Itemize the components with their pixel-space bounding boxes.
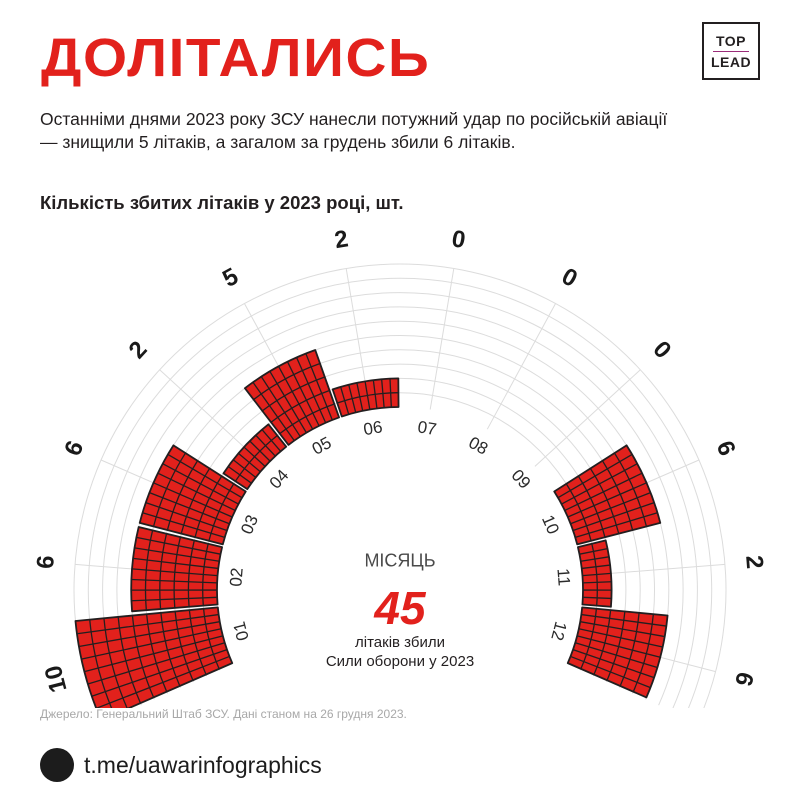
- svg-text:06: 06: [362, 417, 384, 439]
- svg-text:МІСЯЦЬ: МІСЯЦЬ: [364, 550, 435, 570]
- svg-text:6: 6: [711, 437, 741, 460]
- svg-text:5: 5: [218, 263, 243, 293]
- svg-text:6: 6: [59, 437, 89, 460]
- svg-text:10: 10: [538, 512, 563, 537]
- svg-text:2: 2: [740, 554, 768, 569]
- svg-text:09: 09: [508, 466, 535, 493]
- svg-text:08: 08: [465, 433, 491, 459]
- svg-text:05: 05: [309, 433, 335, 459]
- svg-text:07: 07: [416, 417, 438, 439]
- svg-text:0: 0: [450, 228, 468, 254]
- svg-text:04: 04: [266, 466, 293, 493]
- svg-text:2: 2: [333, 228, 351, 254]
- svg-text:6: 6: [32, 554, 60, 569]
- svg-text:0: 0: [557, 263, 582, 293]
- svg-text:2: 2: [124, 336, 153, 364]
- svg-text:0: 0: [647, 336, 676, 364]
- svg-text:11: 11: [553, 568, 573, 587]
- svg-text:03: 03: [237, 512, 262, 537]
- svg-text:6: 6: [729, 669, 758, 689]
